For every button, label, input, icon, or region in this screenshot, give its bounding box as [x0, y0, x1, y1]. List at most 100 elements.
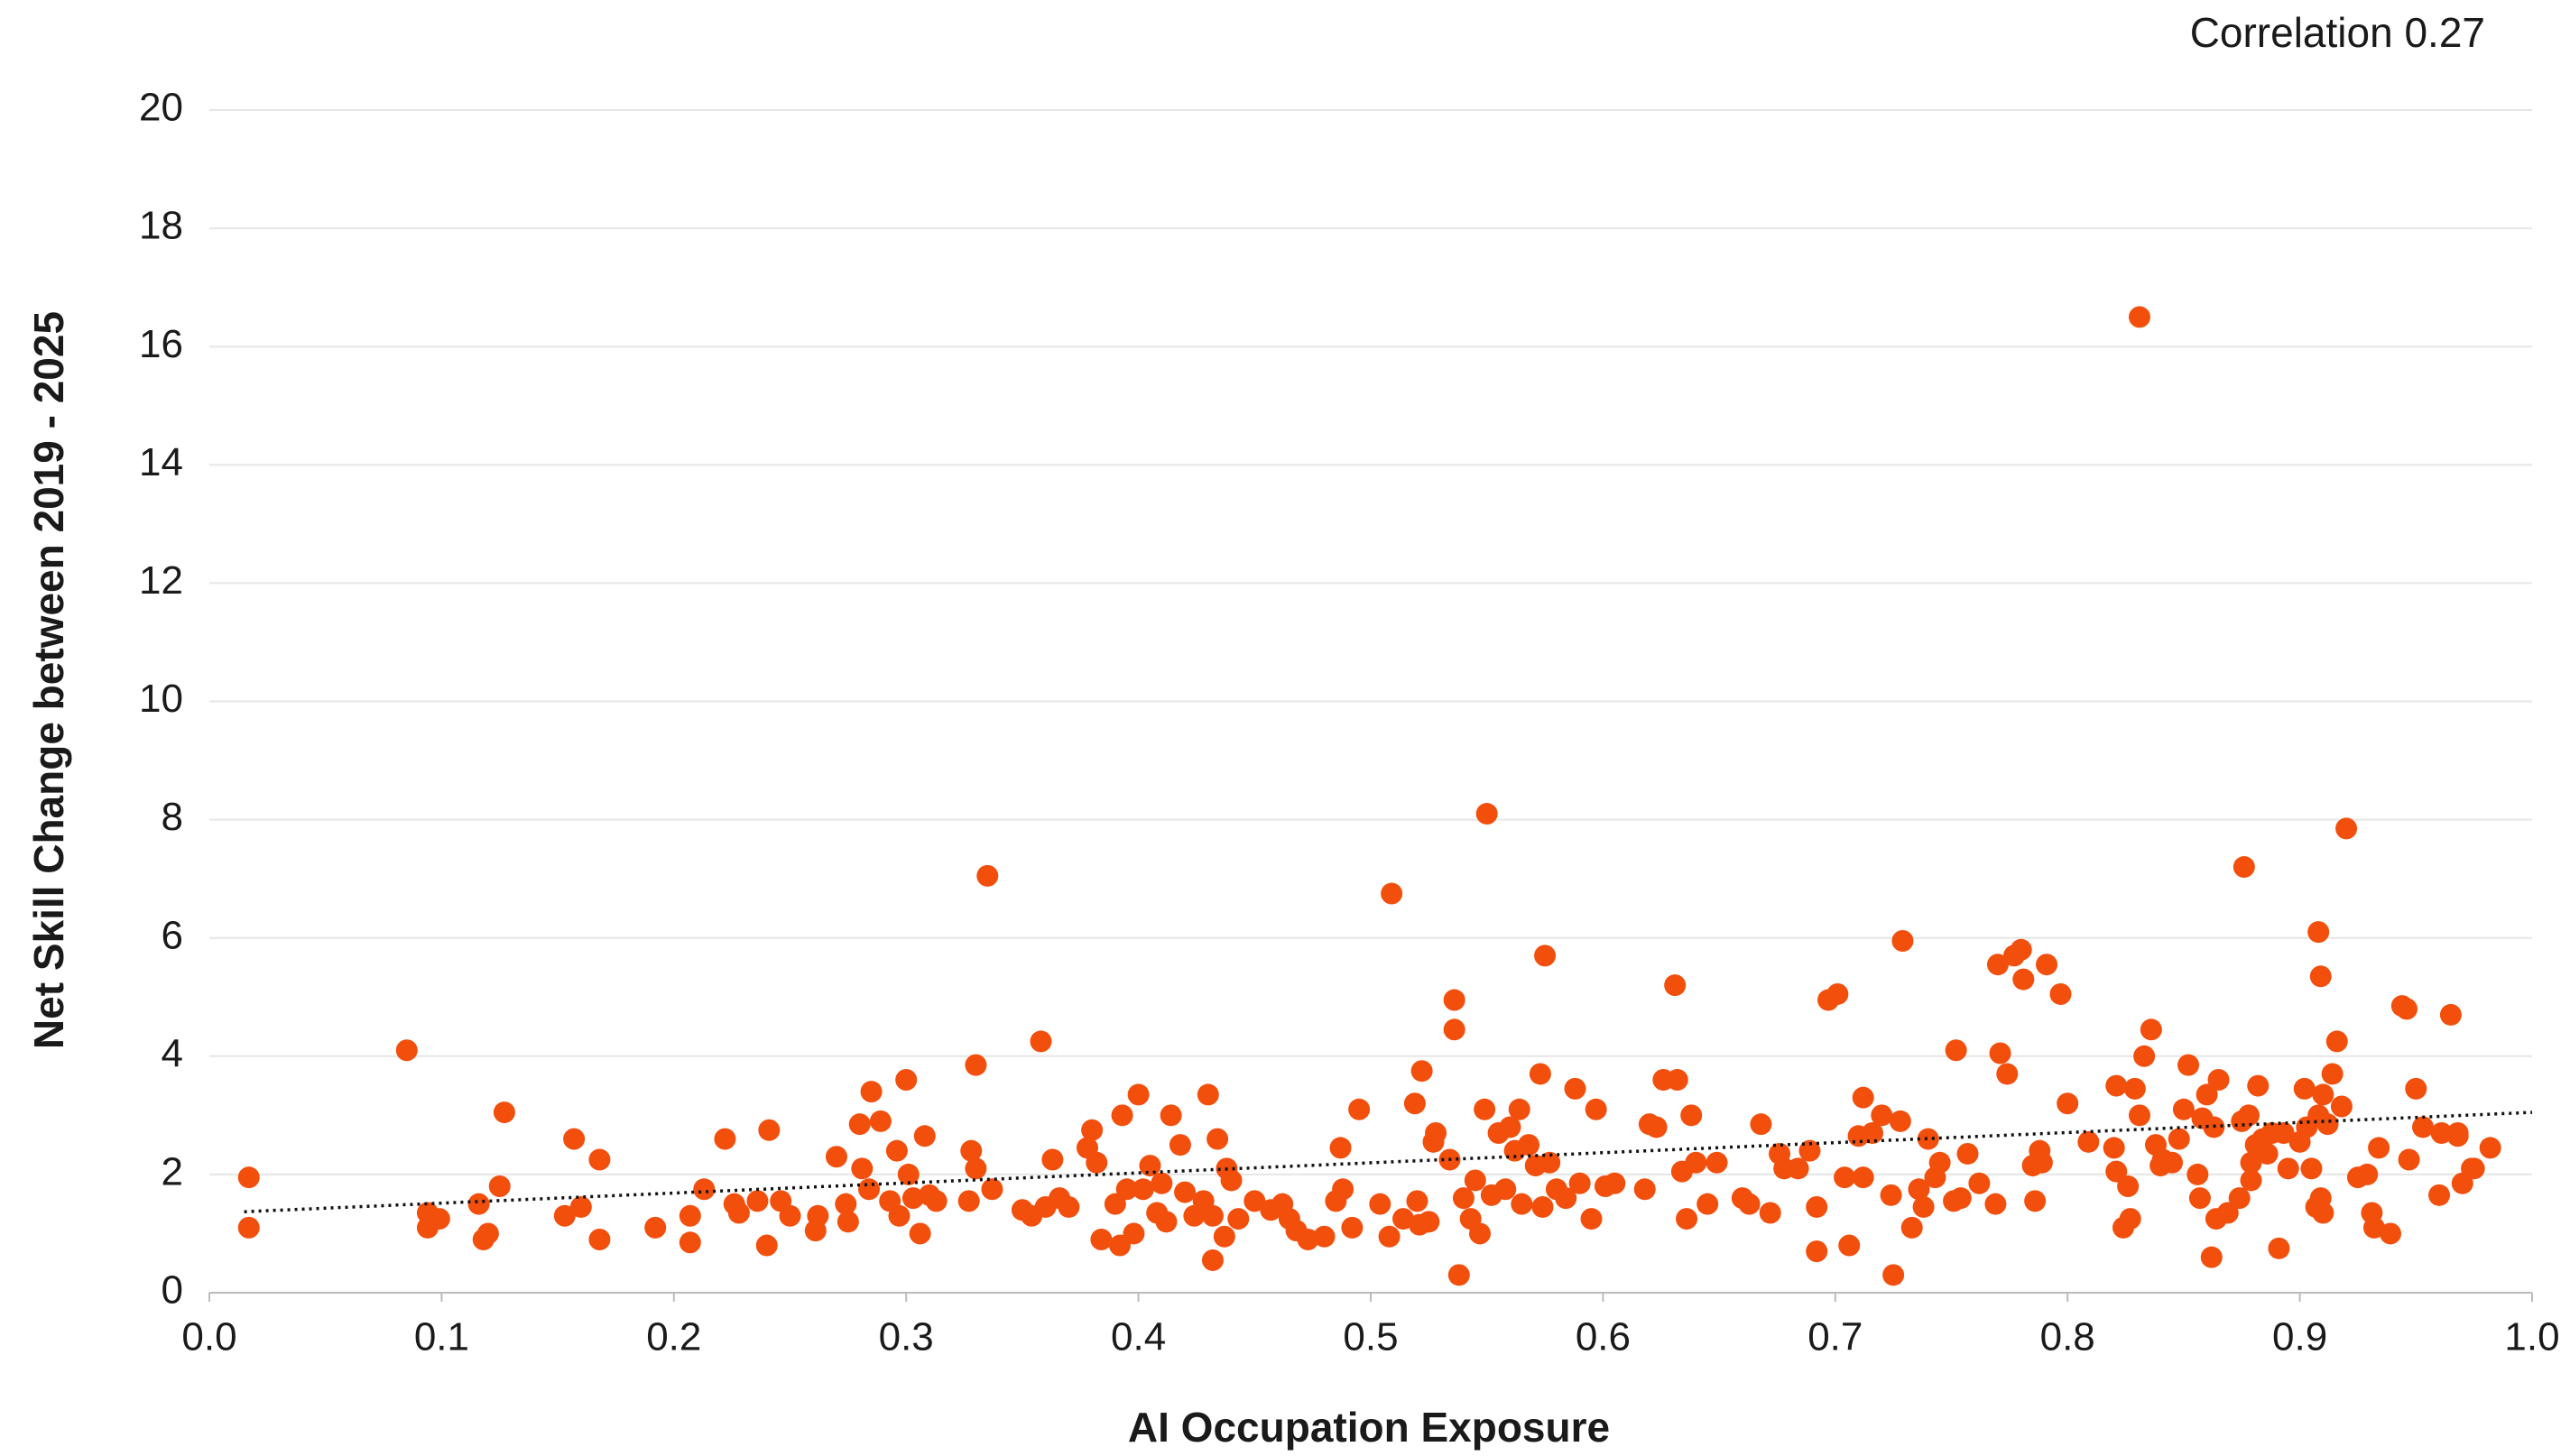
data-point: [1564, 1077, 1586, 1100]
data-point: [1986, 954, 2009, 976]
data-point: [2325, 1030, 2348, 1053]
data-point: [1984, 1193, 2007, 1215]
data-point: [1243, 1190, 1266, 1212]
data-point: [2161, 1151, 2184, 1174]
data-point: [758, 1119, 781, 1141]
x-tick-label: 0.9: [2272, 1315, 2327, 1359]
data-point: [1633, 1178, 1656, 1201]
data-point: [2256, 1142, 2279, 1165]
data-point: [913, 1125, 936, 1147]
data-point: [1738, 1193, 1761, 1215]
data-point: [2312, 1083, 2334, 1106]
data-point: [1201, 1249, 1224, 1271]
data-point: [851, 1157, 874, 1180]
y-tick-label: 8: [162, 795, 183, 839]
data-point: [897, 1163, 920, 1185]
data-point: [1086, 1151, 1108, 1174]
data-point: [2077, 1130, 2100, 1153]
data-point: [1474, 1098, 1496, 1120]
data-point: [779, 1204, 801, 1227]
data-point: [1604, 1172, 1626, 1194]
data-point: [1834, 1166, 1856, 1189]
data-point: [1348, 1098, 1371, 1120]
data-point: [2412, 1116, 2435, 1138]
x-tick-label: 0.8: [2040, 1315, 2095, 1359]
data-point: [1494, 1178, 1517, 1201]
data-point: [1806, 1195, 1828, 1218]
data-point: [2105, 1074, 2128, 1097]
data-point: [869, 1110, 892, 1132]
data-point: [2186, 1163, 2209, 1185]
data-point: [2228, 1187, 2251, 1210]
data-point: [825, 1146, 847, 1168]
data-point: [1508, 1098, 1530, 1120]
y-tick-label: 0: [162, 1268, 183, 1313]
data-point: [976, 864, 999, 887]
data-point: [960, 1139, 983, 1162]
data-point: [1852, 1166, 1874, 1189]
data-point: [965, 1157, 987, 1180]
data-point: [1392, 1208, 1415, 1230]
data-point: [1406, 1190, 1428, 1212]
data-point: [1664, 974, 1687, 997]
data-point: [1989, 1042, 2011, 1064]
data-point: [2321, 1063, 2344, 1085]
data-point: [1956, 1142, 1979, 1165]
correlation-annotation: Correlation 0.27: [2190, 9, 2485, 56]
data-point: [2128, 1104, 2150, 1127]
x-tick-label: 1.0: [2504, 1315, 2559, 1359]
data-point: [1329, 1137, 1352, 1159]
data-point: [1213, 1225, 1235, 1248]
data-point: [2293, 1077, 2316, 1100]
data-point: [2133, 1045, 2156, 1067]
x-tick-label: 0.5: [1343, 1315, 1398, 1359]
y-tick-label: 10: [139, 677, 183, 721]
data-point: [1696, 1193, 1719, 1215]
data-point: [1313, 1225, 1336, 1248]
y-tick-label: 12: [139, 558, 183, 603]
data-point: [2316, 1113, 2339, 1136]
data-point: [1908, 1178, 1930, 1201]
data-point: [1132, 1178, 1154, 1201]
data-point: [2309, 965, 2332, 988]
data-point: [837, 1211, 859, 1233]
data-point: [2024, 1190, 2047, 1212]
data-point: [1534, 945, 1557, 967]
data-point: [1151, 1172, 1173, 1194]
data-point: [1928, 1151, 1951, 1174]
data-point: [693, 1178, 716, 1201]
data-point: [2216, 1202, 2239, 1224]
data-point: [2430, 1122, 2453, 1145]
data-point: [1090, 1229, 1113, 1251]
data-point: [1826, 982, 1849, 1005]
data-point: [2300, 1157, 2323, 1180]
data-point: [888, 1204, 911, 1227]
data-point: [2128, 306, 2150, 328]
data-point: [1201, 1204, 1224, 1227]
data-point: [2103, 1137, 2125, 1159]
data-point: [2172, 1098, 2195, 1120]
data-point: [2463, 1157, 2485, 1180]
data-point: [488, 1175, 511, 1198]
data-point: [1680, 1104, 1703, 1127]
data-point: [1531, 1195, 1554, 1218]
data-point: [588, 1148, 611, 1171]
data-point: [2200, 1246, 2223, 1268]
data-point: [1447, 1264, 1470, 1286]
data-point: [1174, 1181, 1197, 1203]
data-point: [1539, 1151, 1561, 1174]
data-point: [2036, 954, 2058, 976]
data-point: [1706, 1151, 1728, 1174]
data-point: [1968, 1172, 1991, 1194]
data-point: [1169, 1134, 1191, 1157]
data-point: [2105, 1160, 2128, 1183]
data-point: [1160, 1104, 1182, 1127]
data-point: [2398, 1148, 2420, 1171]
data-point: [1580, 1208, 1603, 1230]
x-tick-label: 0.2: [646, 1315, 701, 1359]
data-point: [2405, 1077, 2427, 1100]
data-point: [1645, 1116, 1668, 1138]
data-point: [1111, 1104, 1133, 1127]
data-point: [1464, 1169, 1486, 1192]
data-point: [2117, 1175, 2140, 1198]
